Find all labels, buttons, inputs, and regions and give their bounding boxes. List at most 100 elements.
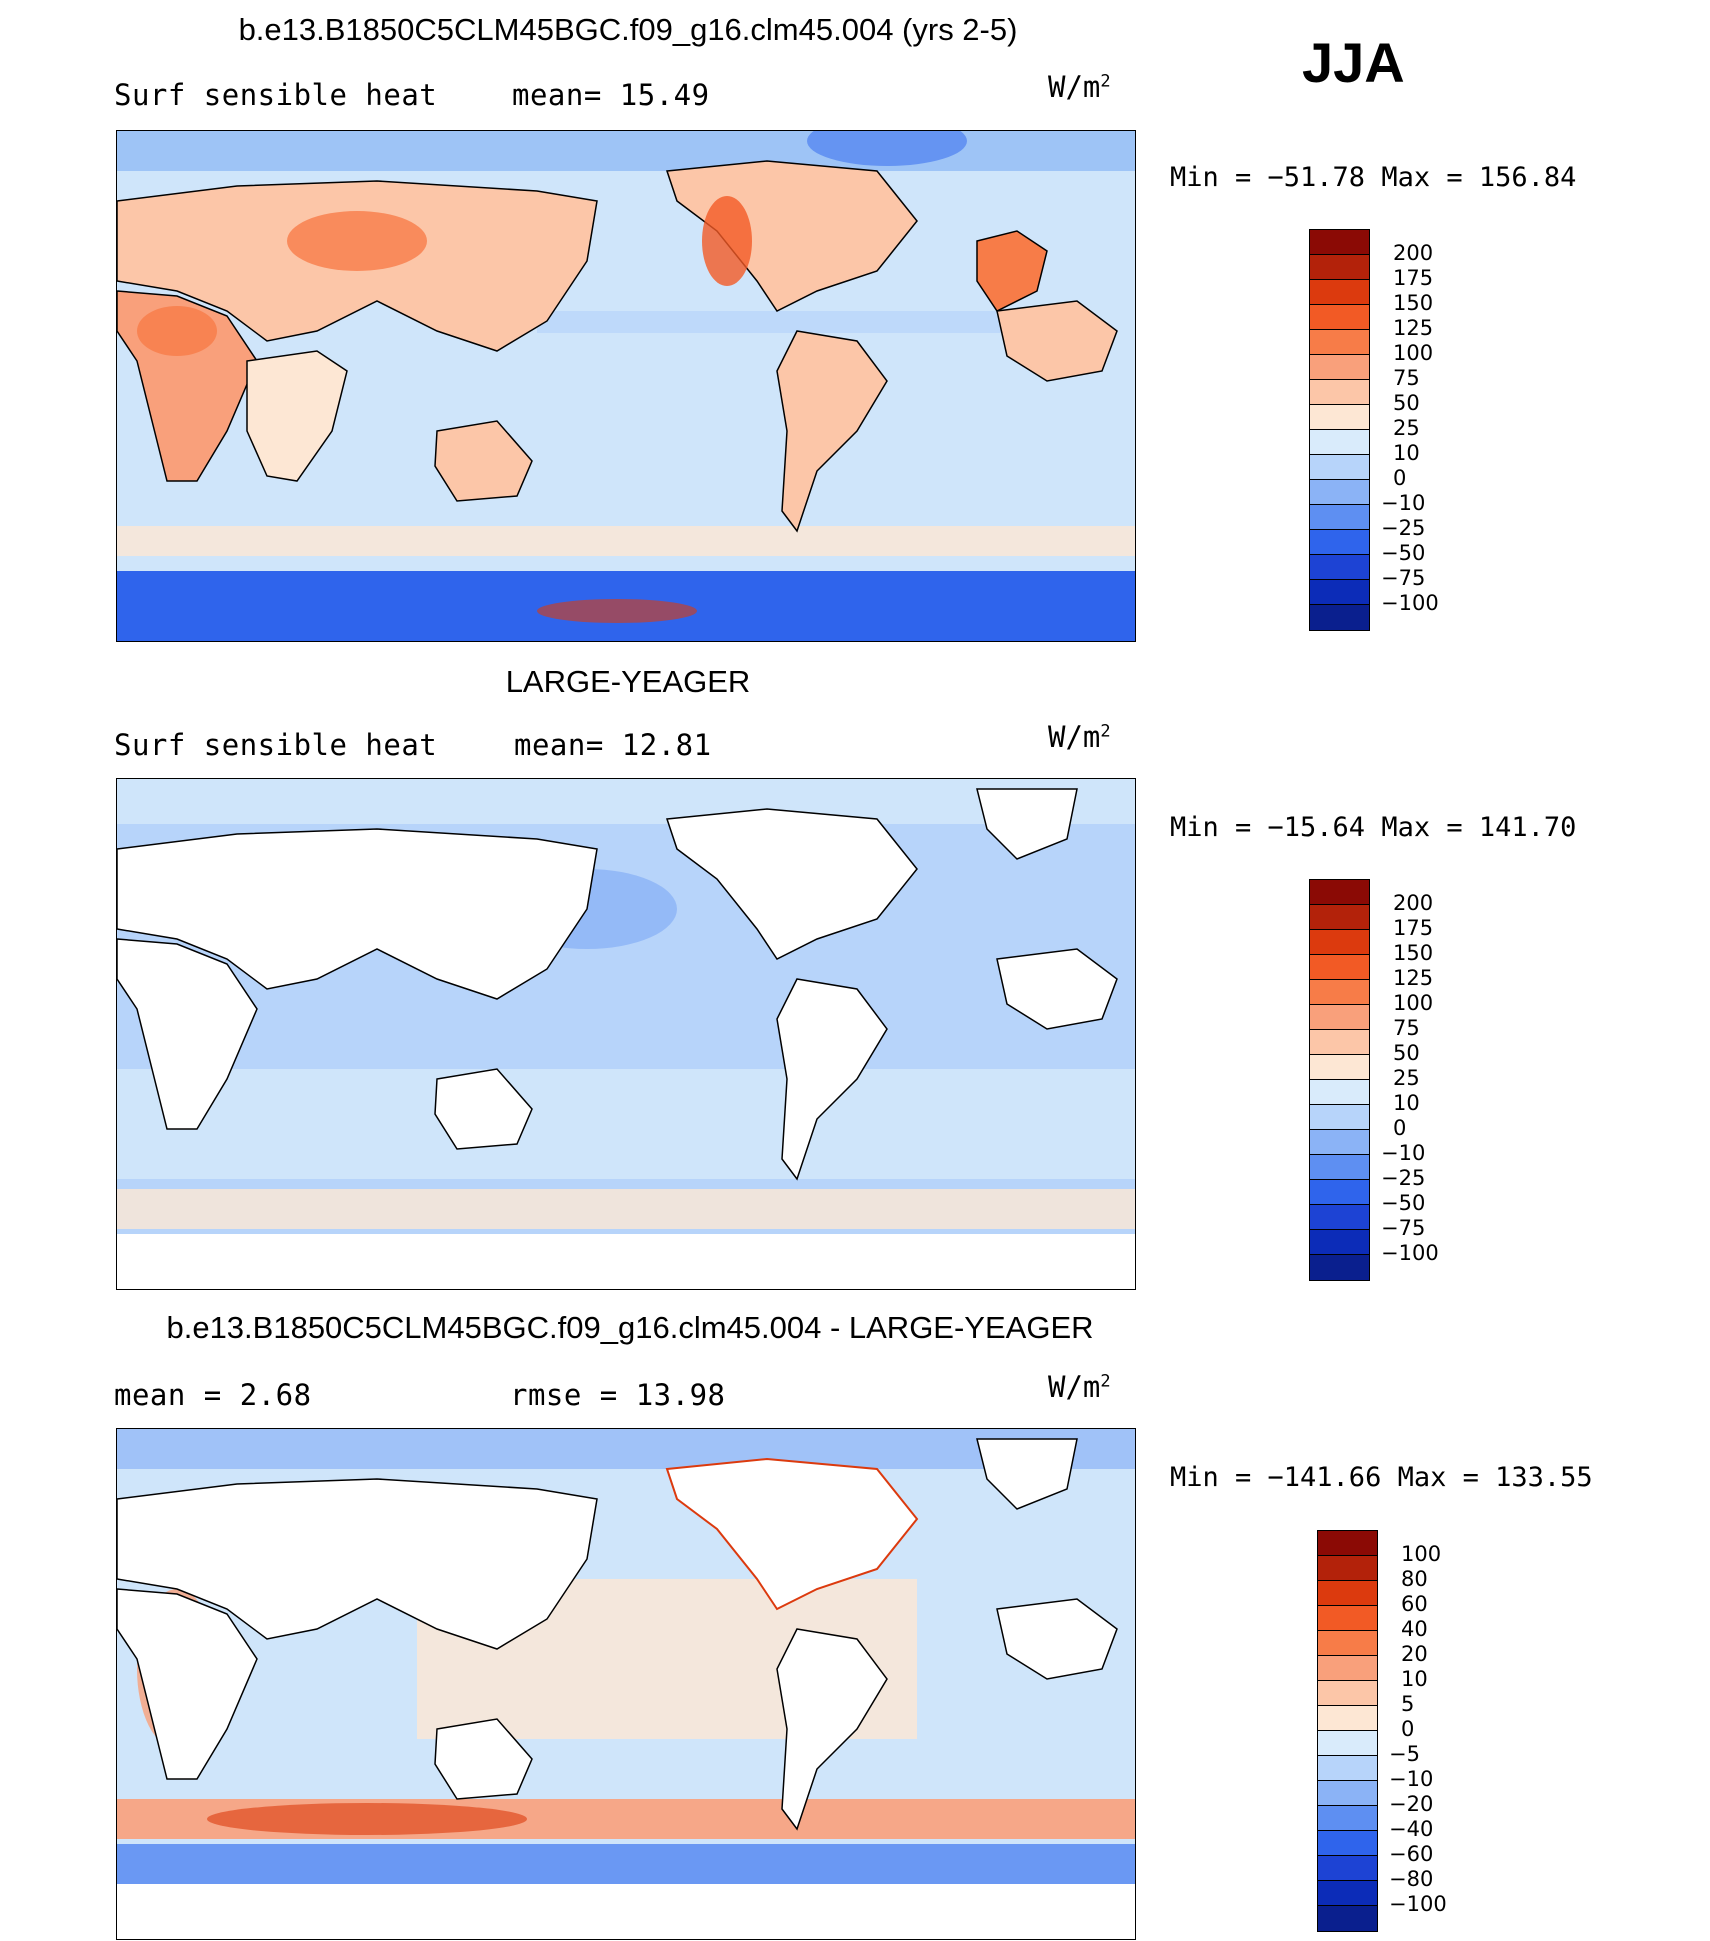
panel3-map-svg <box>117 1429 1135 1939</box>
colorbar-tick-label: 20 <box>1401 1642 1428 1666</box>
colorbar-tick-label: 40 <box>1401 1617 1428 1641</box>
antarctic-white <box>117 1234 1135 1289</box>
panel1-map-svg <box>117 131 1135 641</box>
panel1-units: W/m2 <box>1048 70 1111 104</box>
colorbar-cell <box>1310 1130 1369 1155</box>
colorbar-tick-label: 0 <box>1393 466 1407 490</box>
panel1-mean-label: mean= 15.49 <box>512 78 710 112</box>
colorbar-cell <box>1310 455 1369 480</box>
panel1-minmax: Min = −51.78 Max = 156.84 <box>1170 162 1577 193</box>
colorbar-tick-label: −20 <box>1389 1792 1434 1816</box>
hotspot-namerica <box>702 196 752 286</box>
colorbar-tick-label: −10 <box>1389 1767 1434 1791</box>
colorbar-cell <box>1310 1155 1369 1180</box>
colorbar-cell <box>1318 1856 1377 1881</box>
colorbar-tick-label: 75 <box>1393 1016 1420 1040</box>
colorbar-tick-label: −10 <box>1381 491 1426 515</box>
colorbar-cell <box>1318 1631 1377 1656</box>
colorbar-cell <box>1318 1731 1377 1756</box>
southern-cold-band <box>117 1844 1135 1884</box>
panel2-map <box>116 778 1136 1290</box>
colorbar-tick-label: −50 <box>1381 1191 1426 1215</box>
colorbar-cell <box>1310 280 1369 305</box>
panel3-units-base: W/m <box>1048 1370 1101 1404</box>
colorbar-tick-label: −100 <box>1381 591 1439 615</box>
colorbar-tick-label: −60 <box>1389 1842 1434 1866</box>
colorbar-tick-label: 150 <box>1393 941 1434 965</box>
panel3-colorbar <box>1317 1530 1378 1932</box>
colorbar-tick-label: 25 <box>1393 1066 1420 1090</box>
colorbar-tick-label: −50 <box>1381 541 1426 565</box>
panel1-colorbar-cells <box>1310 230 1369 630</box>
hotspot-asia <box>287 211 427 271</box>
colorbar-cell <box>1318 1831 1377 1856</box>
panel3-units: W/m2 <box>1048 1370 1111 1404</box>
southern-light-band <box>117 1069 1135 1179</box>
colorbar-tick-label: 100 <box>1393 341 1434 365</box>
colorbar-tick-label: 0 <box>1393 1116 1407 1140</box>
colorbar-tick-label: 125 <box>1393 966 1434 990</box>
colorbar-cell <box>1318 1681 1377 1706</box>
colorbar-cell <box>1310 1205 1369 1230</box>
colorbar-tick-label: 50 <box>1393 1041 1420 1065</box>
colorbar-cell <box>1310 1255 1369 1280</box>
season-label: JJA <box>1302 31 1405 94</box>
panel2-colorbar <box>1309 879 1370 1281</box>
colorbar-cell <box>1310 880 1369 905</box>
colorbar-tick-label: 25 <box>1393 416 1420 440</box>
colorbar-cell <box>1310 930 1369 955</box>
panel3-colorbar-cells <box>1318 1531 1377 1931</box>
panel2-units-base: W/m <box>1048 720 1101 754</box>
colorbar-tick-label: 75 <box>1393 366 1420 390</box>
southern-ocean-warm-band <box>117 526 1135 556</box>
southern-hot-streak <box>207 1803 527 1835</box>
colorbar-cell <box>1318 1906 1377 1931</box>
colorbar-cell <box>1310 1005 1369 1030</box>
panel2-mean-label: mean= 12.81 <box>514 728 712 762</box>
colorbar-cell <box>1310 1055 1369 1080</box>
colorbar-cell <box>1310 1230 1369 1255</box>
colorbar-cell <box>1310 430 1369 455</box>
panel3-mean-label: mean = 2.68 <box>114 1378 312 1412</box>
panel1-colorbar <box>1309 229 1370 631</box>
panel3-continents <box>117 1438 1118 1831</box>
colorbar-cell <box>1310 580 1369 605</box>
colorbar-cell <box>1318 1881 1377 1906</box>
colorbar-tick-label: −75 <box>1381 566 1426 590</box>
colorbar-tick-label: −10 <box>1381 1141 1426 1165</box>
hotspot-sahara <box>137 306 217 356</box>
colorbar-cell <box>1310 380 1369 405</box>
panel1-title: b.e13.B1850C5CLM45BGC.f09_g16.clm45.004 … <box>238 12 1018 47</box>
panel2-minmax: Min = −15.64 Max = 141.70 <box>1170 812 1577 843</box>
colorbar-cell <box>1310 1105 1369 1130</box>
colorbar-cell <box>1310 955 1369 980</box>
colorbar-tick-label: 100 <box>1401 1542 1442 1566</box>
arctic-band <box>117 1429 1135 1469</box>
panel2-units: W/m2 <box>1048 720 1111 754</box>
arctic-band <box>117 131 1135 171</box>
colorbar-cell <box>1310 480 1369 505</box>
colorbar-tick-label: 100 <box>1393 991 1434 1015</box>
panel2-variable-label: Surf sensible heat <box>114 728 438 762</box>
colorbar-tick-label: 10 <box>1401 1667 1428 1691</box>
tropical-band <box>537 311 1017 333</box>
colorbar-tick-label: 175 <box>1393 916 1434 940</box>
colorbar-cell <box>1318 1606 1377 1631</box>
panel2-colorbar-cells <box>1310 880 1369 1280</box>
panel1-variable-label: Surf sensible heat <box>114 78 438 112</box>
panel3-title: b.e13.B1850C5CLM45BGC.f09_g16.clm45.004 … <box>166 1310 1094 1345</box>
antarctic-white <box>117 1884 1135 1939</box>
colorbar-cell <box>1310 555 1369 580</box>
colorbar-cell <box>1310 405 1369 430</box>
colorbar-cell <box>1310 230 1369 255</box>
colorbar-tick-label: 0 <box>1401 1717 1415 1741</box>
colorbar-cell <box>1318 1756 1377 1781</box>
panel1-units-exp: 2 <box>1100 71 1111 92</box>
colorbar-cell <box>1310 505 1369 530</box>
colorbar-cell <box>1310 330 1369 355</box>
colorbar-tick-label: 60 <box>1401 1592 1428 1616</box>
panel2-map-svg <box>117 779 1135 1289</box>
colorbar-tick-label: 10 <box>1393 1091 1420 1115</box>
panel3-minmax: Min = −141.66 Max = 133.55 <box>1170 1462 1593 1493</box>
colorbar-tick-label: 50 <box>1393 391 1420 415</box>
